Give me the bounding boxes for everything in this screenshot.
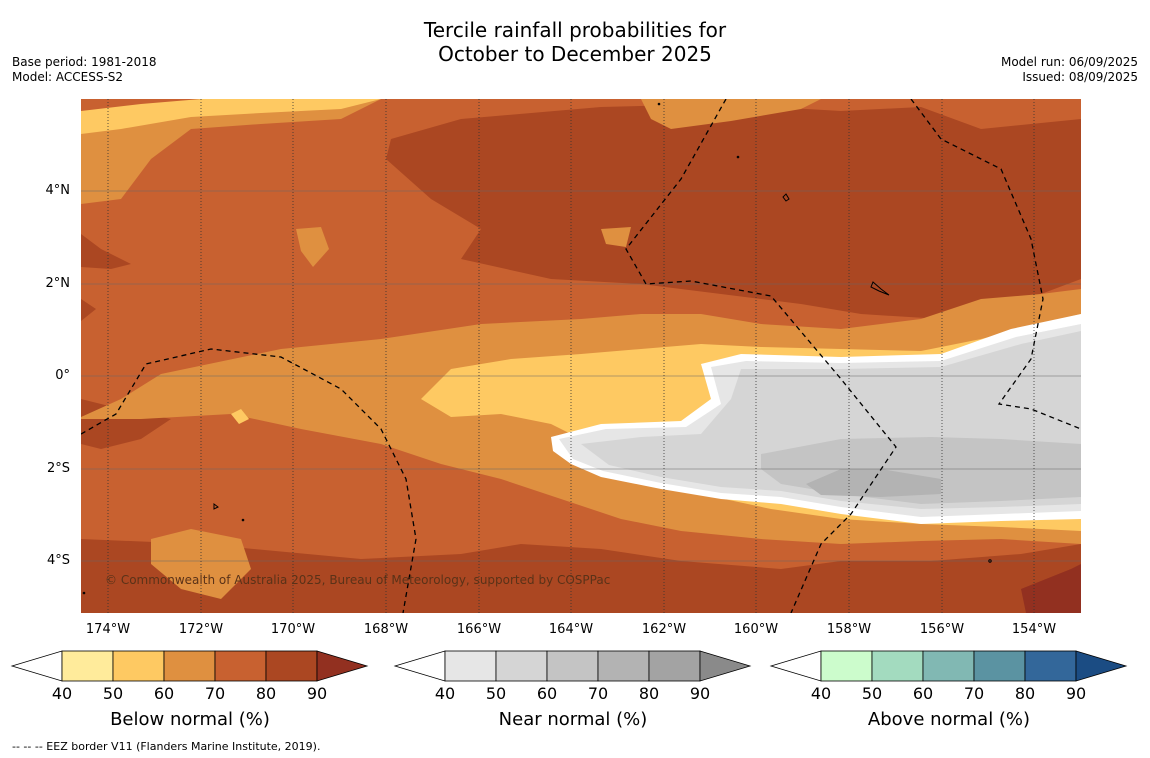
colorbar-near-normal	[393, 650, 752, 682]
title-line-1: Tercile rainfall probabilities for	[423, 18, 727, 42]
y-tick-label: 0°	[55, 368, 70, 383]
y-tick-label: 4°S	[46, 553, 70, 568]
x-tick-label: 172°W	[178, 622, 224, 637]
cb-tick: 40	[434, 684, 456, 703]
cb-tick: 80	[638, 684, 660, 703]
cb-swatch	[820, 650, 873, 682]
x-tick-label: 164°W	[548, 622, 594, 637]
cb-swatch	[495, 650, 548, 682]
cb-swatch	[163, 650, 216, 682]
near-normal-80	[806, 469, 941, 497]
prob-band-90-south	[81, 539, 1081, 613]
x-tick-label: 154°W	[1011, 622, 1057, 637]
x-tick-label: 168°W	[363, 622, 409, 637]
model-name: Model: ACCESS-S2	[12, 70, 124, 84]
y-tick-label: 2°N	[45, 276, 71, 291]
cb-swatch	[316, 650, 369, 682]
colorbar-below-normal	[10, 650, 369, 682]
colorbar-below-label: Below normal (%)	[110, 709, 270, 730]
cb-swatch	[922, 650, 975, 682]
prob-band-60-small	[231, 409, 249, 424]
cb-swatch	[112, 650, 165, 682]
y-tick-label: 4°N	[45, 183, 71, 198]
cb-tick: 50	[861, 684, 883, 703]
issued-date: Issued: 08/09/2025	[1022, 70, 1138, 84]
eez-footnote: -- -- -- EEZ border V11 (Flanders Marine…	[12, 740, 321, 753]
x-tick-label: 170°W	[270, 622, 316, 637]
cb-swatch	[10, 650, 63, 682]
colorbar-above-normal	[769, 650, 1128, 682]
prob-band-90-west2	[81, 299, 96, 321]
x-tick-label: 166°W	[456, 622, 502, 637]
x-tick-label: 160°W	[733, 622, 779, 637]
map-canvas: © Commonwealth of Australia 2025, Bureau…	[81, 99, 1081, 613]
cb-tick: 90	[306, 684, 328, 703]
cb-tick: 50	[485, 684, 507, 703]
x-tick-label: 156°W	[919, 622, 965, 637]
title-line-2: October to December 2025	[438, 42, 712, 66]
prob-band-100	[1021, 564, 1081, 613]
prob-band-70-northwest	[81, 99, 381, 204]
cb-tick: 70	[963, 684, 985, 703]
cb-swatch	[597, 650, 650, 682]
cb-swatch	[769, 650, 822, 682]
cb-swatch	[61, 650, 114, 682]
prob-band-70-small-1	[296, 227, 329, 267]
cb-swatch	[871, 650, 924, 682]
eez-borders	[81, 99, 1081, 613]
cb-swatch	[444, 650, 497, 682]
cb-tick: 50	[102, 684, 124, 703]
base-period: Base period: 1981-2018	[12, 55, 157, 69]
prob-band-70-northeast	[641, 99, 821, 129]
colorbars	[10, 650, 1128, 682]
x-tick-label: 162°W	[641, 622, 687, 637]
meta-right: Model run: 06/09/2025 Issued: 08/09/2025	[1001, 55, 1138, 85]
cb-tick: 70	[587, 684, 609, 703]
cb-tick: 80	[255, 684, 277, 703]
prob-band-90-west	[81, 234, 131, 269]
prob-band-70-small-2	[601, 227, 631, 247]
model-run: Model run: 06/09/2025	[1000, 55, 1138, 69]
copyright-text: © Commonwealth of Australia 2025, Bureau…	[105, 573, 610, 587]
cb-tick: 90	[1065, 684, 1087, 703]
y-tick-label: 2°S	[46, 461, 70, 476]
islands	[82, 102, 992, 595]
cb-swatch	[1024, 650, 1077, 682]
x-tick-label: 158°W	[826, 622, 872, 637]
prob-band-60-northwest	[81, 99, 381, 134]
cb-tick: 80	[1014, 684, 1036, 703]
cb-tick: 40	[810, 684, 832, 703]
lat-gridlines	[81, 190, 1081, 562]
colorbar-near-label: Near normal (%)	[498, 709, 648, 730]
cb-swatch	[393, 650, 446, 682]
cb-tick: 40	[51, 684, 73, 703]
map-title: Tercile rainfall probabilities for Octob…	[0, 18, 1150, 66]
x-tick-label: 174°W	[85, 622, 131, 637]
prob-band-90-north	[386, 104, 1081, 319]
cb-swatch	[648, 650, 701, 682]
cb-swatch	[214, 650, 267, 682]
cb-tick: 60	[153, 684, 175, 703]
cb-tick: 90	[689, 684, 711, 703]
cb-swatch	[546, 650, 599, 682]
cb-tick: 60	[536, 684, 558, 703]
cb-swatch	[973, 650, 1026, 682]
cb-swatch	[699, 650, 752, 682]
cb-tick: 60	[912, 684, 934, 703]
cb-tick: 70	[204, 684, 226, 703]
cb-swatch	[1075, 650, 1128, 682]
colorbar-above-label: Above normal (%)	[867, 709, 1031, 730]
cb-swatch	[265, 650, 318, 682]
meta-left: Base period: 1981-2018 Model: ACCESS-S2	[12, 55, 157, 85]
